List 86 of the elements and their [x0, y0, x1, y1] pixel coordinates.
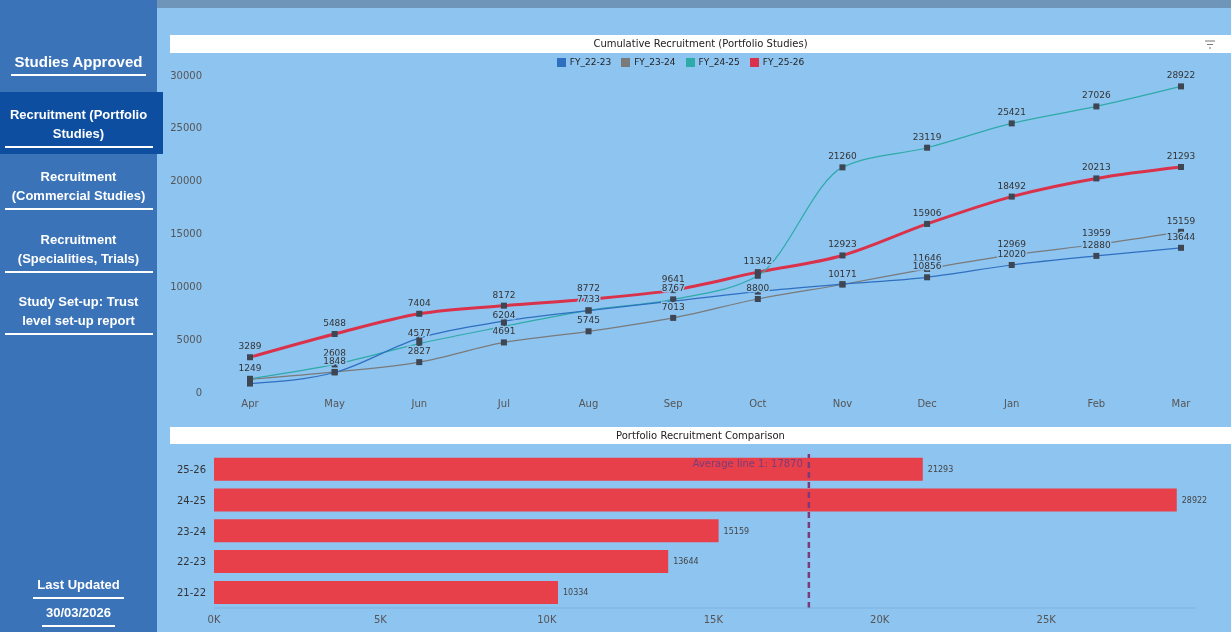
data-label: 28922 [1181, 495, 1208, 505]
data-label: 23119 [912, 131, 942, 142]
data-label: 2608 [323, 348, 347, 359]
data-label: 15906 [912, 207, 942, 218]
y-tick-label: 10000 [170, 280, 202, 292]
data-label: 8772 [577, 283, 600, 294]
data-label: 2827 [407, 346, 431, 357]
data-label: 10171 [828, 268, 857, 279]
data-label: 4577 [407, 327, 431, 338]
data-label: 8800 [746, 283, 770, 294]
data-label: 1249 [238, 362, 262, 373]
data-label: 12880 [1082, 239, 1111, 250]
data-label: 21293 [1166, 151, 1196, 161]
x-tick-label: Aug [578, 398, 599, 410]
legend-label: FY_24-25 [698, 57, 740, 67]
y-tick-label: 30000 [170, 69, 202, 81]
data-label: 12923 [828, 239, 857, 250]
text: Last Updated [33, 575, 124, 599]
text: Studies Approved [10, 52, 147, 76]
text: Recruitment (Specialities, Trials) [4, 230, 153, 273]
chart-title: Cumulative Recruitment (Portfolio Studies) [170, 35, 1231, 53]
data-label: 6204 [492, 310, 516, 321]
y-tick-label: 25-26 [176, 463, 206, 475]
x-tick-label: 25K [1036, 614, 1057, 626]
y-tick-label: 22-23 [176, 556, 206, 568]
x-tick-label: Mar [1171, 398, 1192, 410]
y-tick-label: 15000 [170, 228, 202, 240]
y-tick-label: 0 [195, 386, 202, 398]
data-label: 27026 [1082, 90, 1111, 101]
y-tick-label: 5000 [176, 333, 202, 345]
y-tick-label: 21-22 [176, 587, 206, 599]
data-label: 13959 [1082, 228, 1111, 239]
y-tick-label: 24-25 [176, 494, 206, 506]
x-tick-label: Jun [410, 398, 428, 410]
x-tick-label: Dec [917, 398, 937, 410]
x-tick-label: 15K [703, 614, 724, 626]
data-label: 9641 [661, 274, 685, 285]
data-label: 15159 [723, 526, 750, 536]
x-tick-label: Feb [1087, 398, 1106, 410]
x-tick-label: Jan [1003, 398, 1020, 410]
x-tick-label: Nov [832, 398, 853, 410]
data-label: 15159 [1166, 215, 1196, 226]
x-tick-label: Sep [663, 398, 683, 410]
text: 30/03/2026 [41, 603, 116, 627]
x-tick-label: Oct [749, 398, 767, 410]
legend-label: FY_23-24 [634, 57, 676, 67]
text: Recruitment (Portfolio Studies) [4, 105, 153, 148]
data-label: 11342 [743, 256, 773, 267]
data-label: 12969 [997, 238, 1027, 249]
data-label: 20213 [1082, 162, 1111, 173]
legend-label: FY_22-23 [569, 57, 612, 67]
chart-title: Portfolio Recruitment Comparison [170, 427, 1231, 444]
ref-line-label: Average line 1: 17870 [692, 458, 803, 470]
data-label: 21293 [927, 465, 954, 475]
data-label: 13644 [1166, 231, 1196, 242]
text: Recruitment (Commercial Studies) [4, 167, 153, 210]
data-label: 13644 [673, 557, 699, 567]
data-label: 11646 [912, 252, 942, 263]
data-label: 18492 [997, 180, 1027, 191]
data-label: 4691 [492, 326, 516, 337]
data-label: 8172 [492, 289, 516, 300]
data-label: 7013 [661, 301, 685, 312]
text: Study Set-up: Trust level set-up report [4, 292, 153, 335]
x-tick-label: 20K [870, 614, 890, 626]
data-label: 3289 [238, 341, 262, 352]
x-tick-label: 0K [207, 614, 221, 626]
data-label: 7404 [407, 297, 431, 308]
data-label: 10334 [563, 588, 589, 598]
data-label: 28922 [1166, 70, 1196, 81]
data-label: 8767 [661, 283, 685, 294]
data-label: 7733 [577, 294, 600, 305]
x-tick-label: 10K [537, 614, 557, 626]
x-tick-label: 5K [373, 614, 388, 626]
data-label: 5488 [323, 318, 347, 329]
y-tick-label: 23-24 [176, 525, 206, 537]
data-label: 25421 [997, 107, 1027, 118]
x-tick-label: Jul [496, 398, 510, 410]
legend-label: FY_25-26 [762, 57, 805, 67]
data-label: 1848 [323, 356, 347, 367]
y-tick-label: 25000 [170, 122, 202, 134]
y-tick-label: 20000 [170, 175, 202, 187]
data-label: 5745 [577, 315, 600, 326]
data-label: 21260 [828, 151, 858, 162]
data-label: 10856 [912, 261, 942, 272]
x-tick-label: May [324, 398, 346, 410]
x-tick-label: Apr [241, 398, 260, 410]
